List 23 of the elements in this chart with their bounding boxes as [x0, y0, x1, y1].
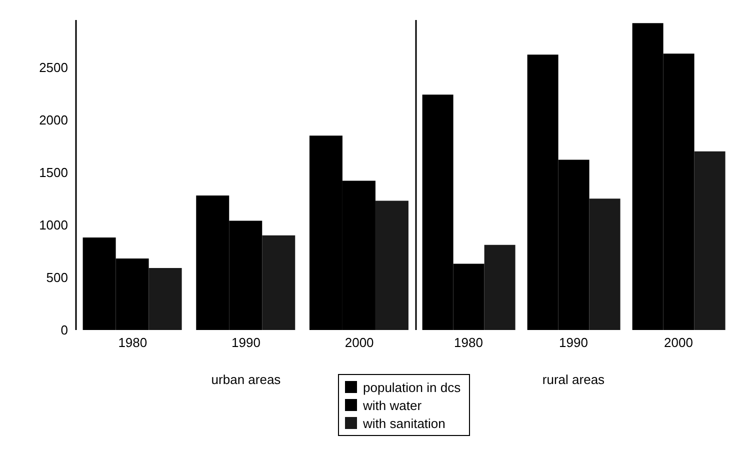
legend-label: with water [363, 398, 422, 412]
x-tick-label: 1980 [454, 335, 483, 350]
bar [694, 151, 726, 330]
bar [262, 235, 296, 330]
bar [375, 200, 408, 330]
y-tick-label: 1500 [39, 164, 68, 180]
legend-label: with sanitation [363, 416, 446, 430]
y-tick-label: 2000 [39, 112, 68, 128]
x-tick-label: 2000 [344, 335, 374, 350]
x-axis-title: urban areas [211, 372, 282, 387]
bar [148, 268, 182, 330]
y-tick-label: 1000 [39, 218, 68, 233]
x-axis-title: rural areas [542, 372, 606, 387]
x-tick-label: 1980 [118, 335, 148, 350]
bar [484, 244, 516, 330]
x-tick-label: 1990 [232, 335, 260, 350]
bar [589, 198, 620, 330]
y-tick-label: 500 [46, 270, 68, 286]
x-tick-label: 2000 [664, 335, 693, 350]
legend-label: population in dcs [363, 380, 461, 394]
y-tick-label: 2500 [39, 60, 68, 75]
y-tick-label: 0 [60, 322, 68, 338]
x-tick-label: 1990 [559, 335, 588, 350]
